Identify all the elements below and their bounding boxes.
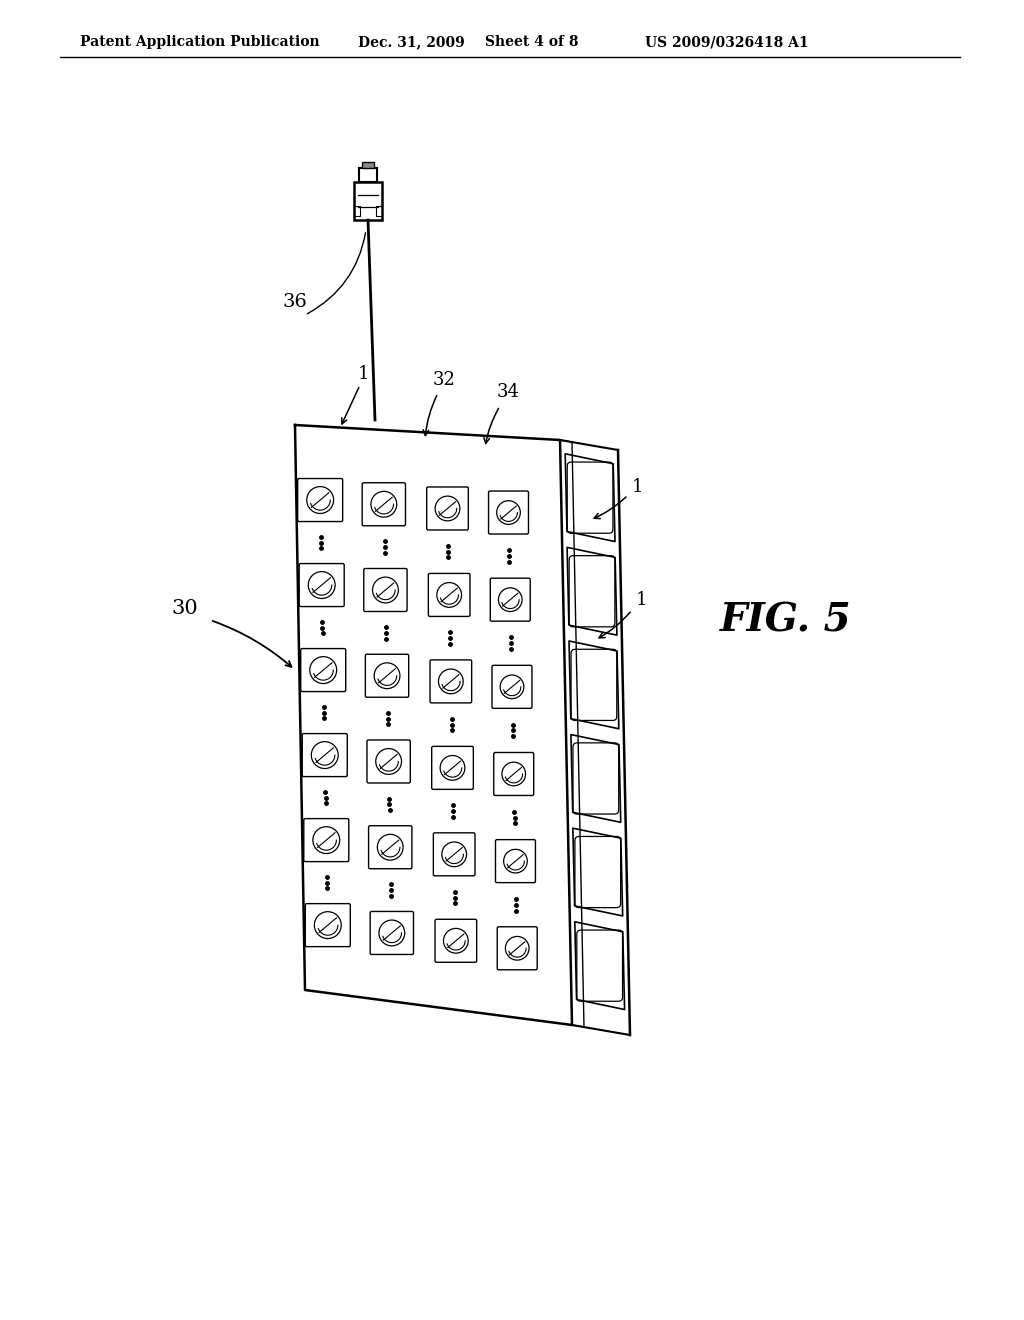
FancyBboxPatch shape <box>362 162 374 168</box>
Text: 30: 30 <box>172 598 199 618</box>
Text: US 2009/0326418 A1: US 2009/0326418 A1 <box>645 36 809 49</box>
Text: 32: 32 <box>432 371 456 389</box>
Text: FIG. 5: FIG. 5 <box>720 601 852 639</box>
Text: 1: 1 <box>636 591 648 609</box>
Text: Dec. 31, 2009: Dec. 31, 2009 <box>358 36 465 49</box>
Text: Patent Application Publication: Patent Application Publication <box>80 36 319 49</box>
Text: 34: 34 <box>497 383 519 401</box>
Text: 36: 36 <box>283 293 307 312</box>
Text: 1: 1 <box>632 478 644 496</box>
Text: 1: 1 <box>358 366 370 383</box>
Text: Sheet 4 of 8: Sheet 4 of 8 <box>485 36 579 49</box>
